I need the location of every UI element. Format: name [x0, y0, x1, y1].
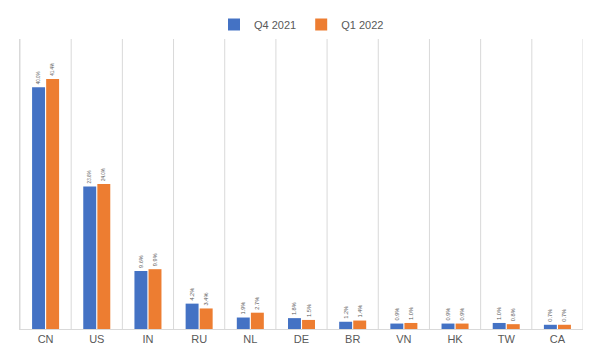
svg-text:3.4%: 3.4%	[203, 293, 209, 306]
svg-text:23.6%: 23.6%	[87, 171, 92, 184]
svg-text:RU: RU	[191, 333, 207, 345]
svg-text:1.0%: 1.0%	[408, 307, 414, 320]
svg-text:BR: BR	[345, 333, 360, 345]
svg-text:1.9%: 1.9%	[240, 302, 246, 315]
svg-text:Q1 2022: Q1 2022	[341, 19, 383, 31]
svg-text:24.0%: 24.0%	[101, 168, 106, 181]
svg-text:1.0%: 1.0%	[496, 307, 502, 320]
svg-text:Q4 2021: Q4 2021	[254, 19, 296, 31]
svg-text:0.7%: 0.7%	[561, 309, 567, 322]
svg-text:US: US	[89, 333, 104, 345]
svg-text:0.9%: 0.9%	[459, 308, 465, 321]
svg-text:1.2%: 1.2%	[343, 306, 349, 319]
svg-text:HK: HK	[447, 333, 463, 345]
svg-text:NL: NL	[243, 333, 257, 345]
svg-text:1.5%: 1.5%	[306, 304, 312, 317]
svg-text:TW: TW	[498, 333, 516, 345]
svg-text:0.9%: 0.9%	[445, 308, 451, 321]
svg-text:40.0%: 40.0%	[36, 71, 41, 84]
svg-text:0.7%: 0.7%	[547, 309, 553, 322]
svg-text:9.9%: 9.9%	[152, 253, 158, 266]
svg-text:4.2%: 4.2%	[189, 288, 195, 301]
svg-text:41.4%: 41.4%	[50, 63, 55, 76]
svg-text:IN: IN	[142, 333, 153, 345]
svg-text:0.9%: 0.9%	[394, 308, 400, 321]
svg-text:VN: VN	[396, 333, 411, 345]
svg-text:0.8%: 0.8%	[510, 308, 516, 321]
svg-text:1.4%: 1.4%	[357, 305, 363, 318]
svg-text:CN: CN	[38, 333, 54, 345]
svg-text:CA: CA	[550, 333, 566, 345]
svg-text:2.7%: 2.7%	[254, 297, 260, 310]
svg-text:1.8%: 1.8%	[291, 302, 297, 315]
svg-text:9.6%: 9.6%	[138, 255, 144, 268]
svg-text:DE: DE	[294, 333, 309, 345]
